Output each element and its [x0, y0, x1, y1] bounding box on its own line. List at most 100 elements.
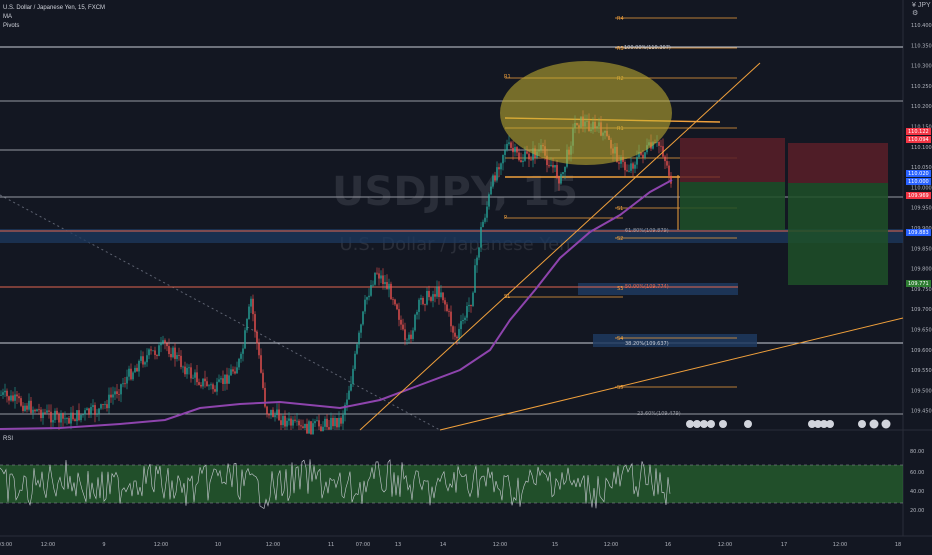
candle-body	[10, 395, 12, 401]
candle-body	[14, 394, 16, 401]
pivot-s2: S2	[617, 236, 623, 242]
rsi-tick: 80.00	[910, 449, 924, 455]
candle-body	[94, 405, 96, 415]
rsi-band[interactable]	[0, 465, 903, 503]
candle-body	[352, 368, 354, 385]
candle-body	[532, 148, 534, 161]
candle-body	[366, 297, 368, 300]
candle-body	[482, 221, 484, 228]
candle-body	[262, 372, 264, 388]
fib-618-label: 61.80%(109.879)	[625, 228, 669, 234]
event-icons[interactable]	[686, 419, 891, 429]
candle-body	[144, 362, 146, 365]
candle-body	[348, 390, 350, 400]
candle-body	[148, 349, 150, 356]
take-profit-zone-2[interactable]	[788, 183, 888, 285]
currency-settings[interactable]: ¥ JPY ⚙	[912, 2, 931, 17]
candle-body	[454, 332, 456, 337]
candle-body	[122, 383, 124, 385]
time-label: 12:00	[154, 542, 168, 548]
candle-body	[380, 275, 382, 279]
indicator-pivots[interactable]: Pivots	[3, 23, 20, 29]
candle-body	[370, 285, 372, 296]
symbol-title[interactable]: U.S. Dollar / Japanese Yen, 15, FXCM	[3, 5, 106, 11]
pivot-s1-left: S1	[504, 294, 510, 300]
candle-body	[642, 154, 644, 158]
candle-body	[8, 396, 10, 401]
candle-body	[412, 330, 414, 339]
rsi-label[interactable]: RSI	[3, 436, 14, 442]
rising-trendline[interactable]	[359, 62, 761, 431]
highlight-ellipse[interactable]	[500, 61, 672, 165]
candle-body	[194, 372, 196, 378]
candle-body	[666, 161, 668, 166]
price-tick: 109.950	[911, 206, 932, 212]
candle-body	[508, 142, 510, 144]
lower-trendline[interactable]	[439, 317, 904, 431]
candle-body	[328, 427, 330, 430]
indicator-ma[interactable]: MA	[3, 14, 12, 20]
candle-body	[364, 299, 366, 312]
zone-fib-50[interactable]	[578, 283, 738, 295]
ma-line[interactable]	[0, 179, 673, 430]
candle-body	[282, 415, 284, 426]
price-tag: 110.122	[906, 128, 931, 135]
candle-body	[498, 167, 500, 170]
candle-body	[154, 350, 156, 355]
pivot-s5: S5	[617, 385, 623, 391]
take-profit-zone-1[interactable]	[680, 182, 785, 230]
candle-body	[126, 376, 128, 384]
candle-body	[96, 414, 98, 415]
candle-body	[72, 412, 74, 420]
candle-body	[344, 404, 346, 415]
candle-body	[38, 409, 40, 411]
price-axis[interactable]	[903, 0, 932, 550]
candle-body	[330, 417, 332, 430]
time-label: 12:00	[493, 542, 507, 548]
candle-body	[404, 329, 406, 340]
candle-body	[22, 405, 24, 411]
candle-body	[302, 426, 304, 429]
time-label: 16	[665, 542, 671, 548]
candle-body	[174, 347, 176, 359]
candle-body	[172, 347, 174, 358]
candle-body	[494, 175, 496, 181]
candle-body	[248, 306, 250, 320]
fib-382-label: 38.20%(109.637)	[625, 341, 669, 347]
time-label: 11	[328, 542, 334, 548]
rsi-line[interactable]	[0, 459, 671, 509]
candle-body	[166, 343, 168, 347]
candle-body	[56, 410, 58, 415]
candle-body	[628, 170, 630, 172]
dotted-trendline[interactable]	[0, 194, 441, 431]
price-tags: 110.122 110.094 110.020 110.000 109.969 109.8…	[906, 128, 931, 287]
candle-body	[70, 412, 72, 424]
candle-body	[382, 275, 384, 285]
candle-body	[304, 423, 306, 429]
candle-body	[368, 295, 370, 298]
candle-body	[164, 340, 166, 344]
time-axis[interactable]: 03:00 12:00 9 12:00 10 12:00 11 07:00 13 14 12:00 1…	[0, 542, 901, 548]
candle-body	[386, 282, 388, 290]
candle-body	[500, 163, 502, 170]
stop-loss-zone-2[interactable]	[788, 143, 888, 183]
legend: U.S. Dollar / Japanese Yen, 15, FXCM MA …	[3, 4, 105, 31]
candle-body	[34, 409, 36, 412]
candle-body	[636, 157, 638, 165]
candle-body	[336, 417, 338, 428]
candle-body	[384, 282, 386, 285]
candle-body	[402, 324, 404, 330]
candle-body	[132, 372, 134, 380]
zone-fib-382[interactable]	[593, 334, 757, 347]
support-zone-blue[interactable]	[0, 229, 903, 243]
candle-body	[76, 410, 78, 422]
price-tag: 110.094	[906, 136, 931, 143]
fib-50-label: 50.00%(109.774)	[625, 284, 669, 290]
candle-body	[342, 414, 344, 424]
candle-body	[418, 299, 420, 312]
time-label: 12:00	[718, 542, 732, 548]
stop-loss-zone-1[interactable]	[680, 138, 785, 182]
candle-body	[190, 367, 192, 379]
